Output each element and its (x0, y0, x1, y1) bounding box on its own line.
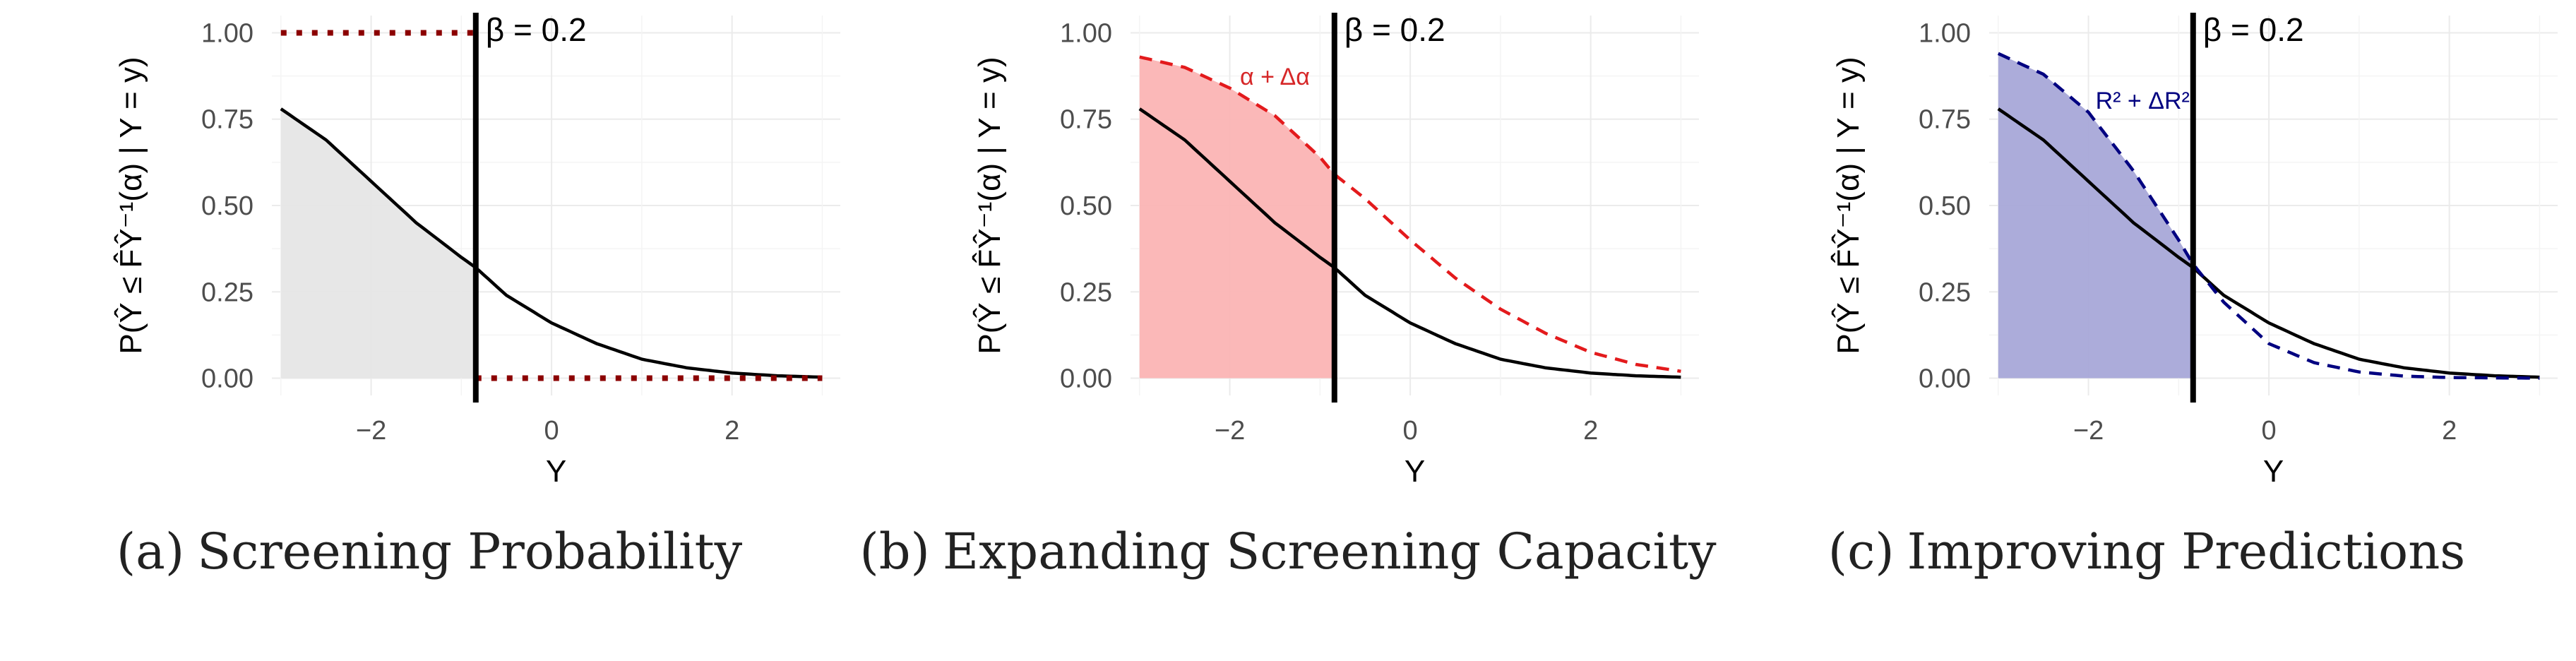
shaded-area (1998, 53, 2193, 379)
y-tick-label: 1.00 (1060, 18, 1112, 48)
caption-text: Expanding Screening Capacity (942, 523, 1717, 580)
caption-b: (b) Expanding Screening Capacity (859, 523, 1717, 580)
chart-panel-b: β = 0.2 α + Δα 0.00 0.25 0.50 0.75 1.00 −2 0 2 Y P(… (972, 11, 1699, 489)
curve-annotation: α + Δα (1240, 64, 1310, 90)
y-tick-label: 1.00 (201, 18, 254, 48)
series-line-dashed (1139, 55, 1681, 374)
x-tick-label: 2 (1583, 416, 1598, 446)
y-tick-label: 0.50 (1060, 191, 1112, 221)
x-tick-label: 2 (724, 416, 739, 446)
x-tick-label: 0 (544, 416, 559, 446)
y-tick-label: 0.25 (201, 278, 254, 307)
beta-label: β = 0.2 (2203, 11, 2304, 48)
y-tick-label: 0.00 (201, 364, 254, 394)
beta-label: β = 0.2 (486, 11, 587, 48)
y-tick-label: 0.50 (1919, 191, 1971, 221)
y-tick-label: 1.00 (1919, 18, 1971, 48)
caption-c: (c) Improving Predictions (1717, 523, 2576, 580)
chart-panel-c: β = 0.2 R² + ΔR² 0.00 0.25 0.50 0.75 1.00 −2 0 2 Y… (1830, 11, 2558, 489)
x-tick-label: 0 (2262, 416, 2277, 446)
x-tick-label: 2 (2442, 416, 2457, 446)
y-tick-label: 0.00 (1060, 364, 1112, 394)
series-line-solid (280, 107, 823, 379)
x-axis-title: Y (2263, 454, 2284, 489)
series-line-solid (1138, 107, 1681, 379)
caption-tag: (b) (859, 523, 930, 580)
x-axis-title: Y (546, 454, 566, 489)
caption-a: (a) Screening Probability (0, 523, 859, 580)
y-tick-label: 0.75 (1060, 105, 1112, 135)
y-tick-label: 0.00 (1919, 364, 1971, 394)
series-line-dashed (1997, 52, 2540, 380)
chart-panel-a: β = 0.2 0.00 0.25 0.50 0.75 1.00 −2 0 2 Y P(Ŷ ≤ F̂… (113, 11, 840, 489)
x-axis-title: Y (1405, 454, 1425, 489)
x-tick-label: −2 (1215, 416, 1245, 446)
y-tick-label: 0.25 (1060, 278, 1112, 307)
curve-annotation: R² + ΔR² (2096, 88, 2190, 114)
y-tick-label: 0.50 (201, 191, 254, 221)
y-axis-title: P(Ŷ ≤ F̂Ŷ⁻¹(α) | Y = y) (972, 56, 1007, 354)
shaded-area (1139, 56, 1335, 379)
caption-text: Screening Probability (197, 523, 743, 580)
y-axis-title: P(Ŷ ≤ F̂Ŷ⁻¹(α) | Y = y) (1830, 56, 1866, 354)
series-line-solid (1997, 107, 2540, 379)
x-tick-label: −2 (356, 416, 386, 446)
y-tick-label: 0.75 (1919, 105, 1971, 135)
x-tick-label: −2 (2073, 416, 2104, 446)
y-axis-title: P(Ŷ ≤ F̂Ŷ⁻¹(α) | Y = y) (113, 56, 148, 354)
caption-tag: (c) (1827, 523, 1895, 580)
caption-tag: (a) (116, 523, 185, 580)
y-tick-label: 0.75 (201, 105, 254, 135)
beta-label: β = 0.2 (1344, 11, 1445, 48)
y-tick-label: 0.25 (1919, 278, 1971, 307)
caption-text: Improving Predictions (1907, 523, 2466, 580)
shaded-area (280, 109, 476, 379)
x-tick-label: 0 (1403, 416, 1418, 446)
